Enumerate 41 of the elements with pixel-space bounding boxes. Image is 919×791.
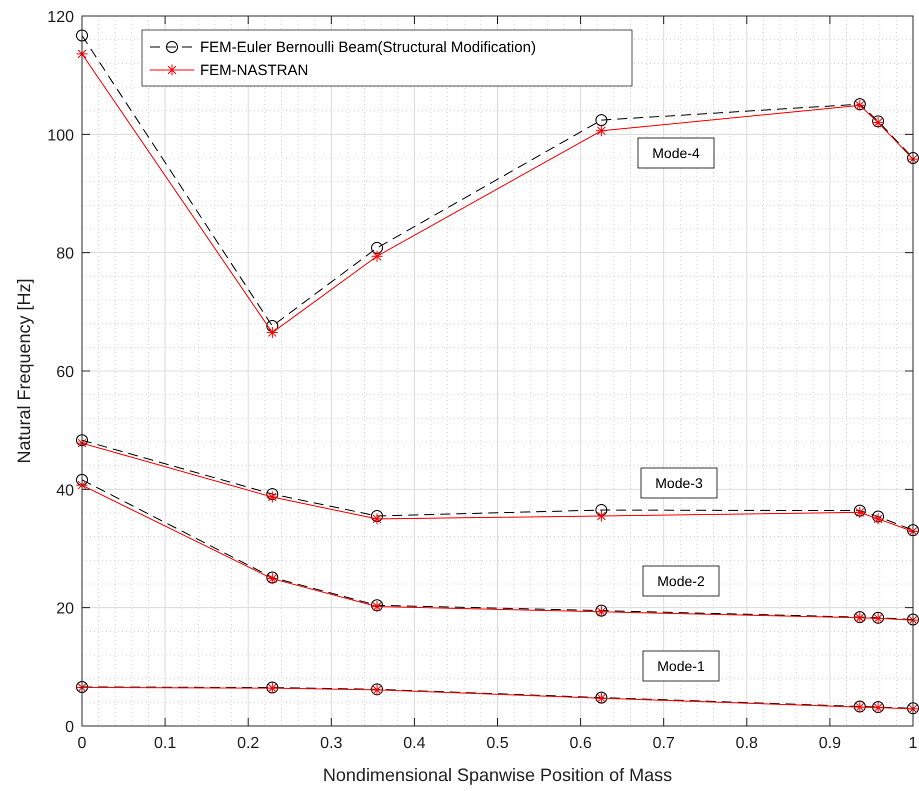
- legend-label: FEM-Euler Bernoulli Beam(Structural Modification): [200, 39, 536, 56]
- point: [76, 30, 88, 42]
- x-tick-label: 1: [908, 735, 918, 752]
- point: [266, 491, 278, 504]
- y-tick-label: 80: [56, 246, 74, 263]
- y-tick-label: 40: [56, 482, 74, 500]
- point: [371, 250, 384, 262]
- point: [266, 320, 278, 332]
- point: [371, 510, 384, 522]
- point: [595, 504, 608, 516]
- y-tick-label: 60: [56, 364, 74, 381]
- point: [266, 488, 278, 500]
- x-tick-label: 0: [78, 735, 87, 752]
- x-tick-label: 0.6: [569, 735, 592, 752]
- point: [371, 242, 384, 254]
- y-tick-label: 0: [65, 719, 74, 736]
- point: [595, 114, 608, 126]
- x-tick-label: 0.1: [154, 735, 176, 752]
- y-tick-label: 20: [56, 600, 74, 618]
- annotation: Mode-3: [655, 475, 703, 491]
- x-axis-title: Nondimensional Spanwise Position of Mass: [322, 765, 672, 785]
- legend-label: FEM-NASTRAN: [200, 62, 308, 79]
- annotation: Mode-4: [652, 145, 700, 161]
- x-tick-label: 0.3: [320, 735, 343, 752]
- x-tick-label: 0.5: [486, 735, 509, 752]
- annotation: Mode-2: [657, 573, 705, 589]
- x-tick-label: 0.8: [736, 735, 758, 752]
- annotation: Mode-1: [657, 658, 705, 674]
- point: [76, 434, 88, 446]
- y-tick-label: 120: [47, 9, 74, 26]
- x-tick-label: 0.9: [818, 735, 842, 752]
- point: [76, 474, 88, 486]
- y-tick-label: 100: [47, 127, 74, 144]
- point: [266, 326, 278, 339]
- point: [371, 512, 384, 525]
- point: [595, 124, 608, 137]
- x-tick-label: 0.4: [403, 735, 426, 752]
- point: [595, 510, 608, 522]
- x-tick-label: 0.2: [237, 735, 260, 752]
- y-axis-title: Natural Frequency [Hz]: [14, 278, 34, 464]
- x-tick-label: 0.7: [652, 735, 675, 752]
